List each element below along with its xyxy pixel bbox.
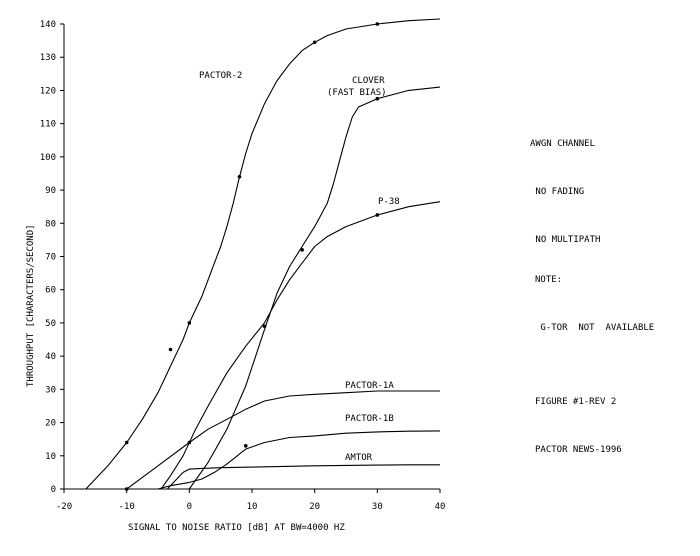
y-tick-label: 20 (45, 419, 56, 429)
x-tick-label: 0 (187, 502, 192, 512)
channel-note-line: NO FADING (530, 187, 585, 197)
y-tick-label: 40 (45, 352, 56, 362)
y-tick-label: 50 (45, 319, 56, 329)
y-tick-label: 120 (40, 86, 56, 96)
data-point-marker (300, 248, 304, 252)
data-point-marker (168, 347, 173, 352)
channel-note-line: AWGN CHANNEL (530, 139, 596, 149)
y-tick-label: 100 (40, 153, 56, 163)
gtor-note: NOTE: G-TOR NOT AVAILABLE (535, 240, 654, 352)
y-tick-label: 30 (45, 385, 56, 395)
y-tick-label: 60 (45, 286, 56, 296)
series-label-pactor-1b: PACTOR-1B (345, 414, 394, 424)
data-point-marker (124, 440, 129, 445)
figure-caption-line: PACTOR NEWS-1996 (535, 445, 622, 455)
series-labels: PACTOR-2 CLOVER (FAST BIAS) P-38 PACTOR-1A PA… (199, 71, 400, 463)
series-line-amtor (166, 464, 440, 490)
channel-note-line: NO MULTIPATH (530, 235, 601, 245)
series-markers (124, 22, 380, 491)
y-tick-label: 130 (40, 53, 56, 63)
y-tick-label: 80 (45, 219, 56, 229)
data-point-marker (124, 487, 129, 491)
data-point-marker (243, 444, 248, 448)
data-point-marker (375, 96, 380, 101)
data-point-marker (187, 440, 192, 445)
y-tick-label: 90 (45, 186, 56, 196)
series-label-p-38: P-38 (378, 197, 400, 207)
data-point-marker (312, 40, 317, 45)
series-line-p-38 (160, 201, 441, 490)
x-axis-ticks: -20 -10 0 10 20 30 40 (56, 489, 446, 512)
y-axis-ticks: 0 10 20 30 40 50 60 70 80 90 100 110 120 130 140 (40, 20, 64, 495)
figure-caption: FIGURE #1-REV 2 PACTOR NEWS-1996 (535, 362, 622, 474)
y-tick-label: 110 (40, 120, 56, 130)
series-label-pactor-2: PACTOR-2 (199, 71, 242, 81)
series-line-clover (188, 86, 441, 490)
series-line-pactor-2 (85, 18, 441, 490)
x-axis-label: SIGNAL TO NOISE RATIO [dB] AT BW=4000 HZ (128, 523, 345, 533)
series-label-amtor: AMTOR (345, 453, 373, 463)
x-tick-label: 10 (247, 502, 258, 512)
series-lines (85, 18, 441, 490)
data-point-marker (262, 324, 267, 329)
y-tick-label: 10 (45, 452, 56, 462)
channel-note: AWGN CHANNEL NO FADING NO MULTIPATH (530, 104, 600, 264)
y-tick-label: 140 (40, 20, 56, 30)
data-point-marker (187, 321, 192, 325)
series-line-pactor-1a (126, 390, 440, 490)
x-tick-label: 40 (435, 502, 446, 512)
data-point-marker (375, 213, 380, 217)
series-label-clover: CLOVER (352, 76, 385, 86)
data-point-marker (237, 174, 242, 179)
y-axis-label: THROUGHPUT [CHARACTERS/SECOND] (26, 224, 36, 387)
x-tick-label: 20 (309, 502, 320, 512)
series-label-pactor-1a: PACTOR-1A (345, 381, 394, 391)
series-label-clover: (FAST BIAS) (327, 88, 387, 98)
series-line-pactor-1b (157, 430, 441, 490)
y-tick-label: 0 (51, 485, 56, 495)
figure-caption-line: FIGURE #1-REV 2 (535, 397, 617, 407)
data-point-marker (375, 22, 380, 26)
x-tick-label: -10 (119, 502, 135, 512)
y-tick-label: 70 (45, 253, 56, 263)
gtor-note-line: G-TOR NOT AVAILABLE (535, 323, 655, 333)
x-tick-label: 30 (372, 502, 383, 512)
x-tick-label: -20 (56, 502, 72, 512)
gtor-note-line: NOTE: (535, 275, 563, 285)
